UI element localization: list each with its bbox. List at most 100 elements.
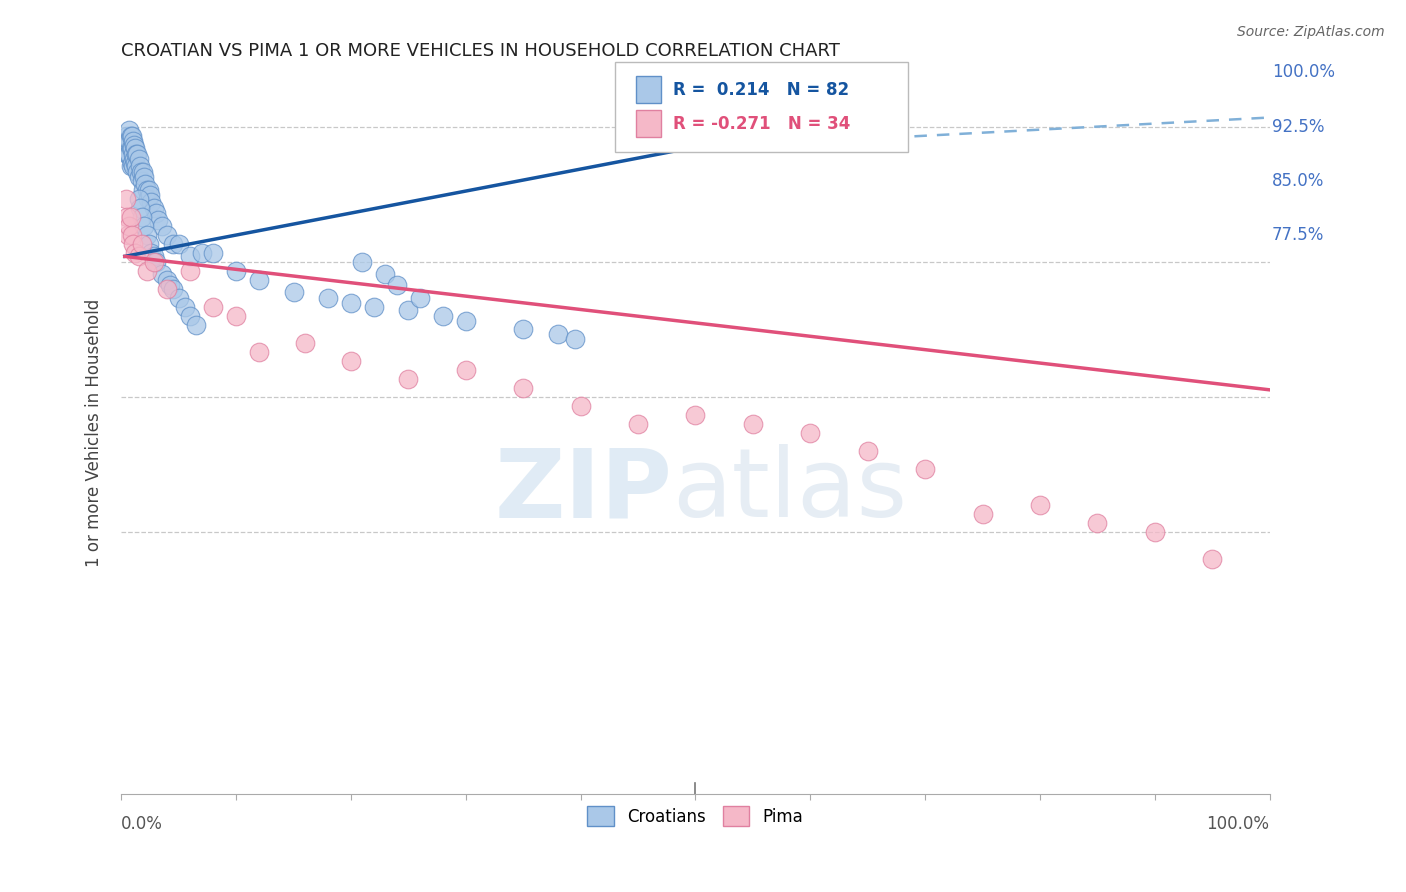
Point xyxy=(121,227,143,242)
Point xyxy=(179,249,201,263)
Point xyxy=(121,128,143,143)
Text: 77.5%: 77.5% xyxy=(1272,226,1324,244)
Point xyxy=(1143,525,1166,540)
Point xyxy=(121,134,143,148)
Point xyxy=(225,309,247,323)
Point xyxy=(173,300,195,314)
Text: R =  0.214   N = 82: R = 0.214 N = 82 xyxy=(672,81,849,99)
Point xyxy=(128,169,150,184)
Point xyxy=(115,210,138,224)
Point xyxy=(115,137,138,152)
Text: Source: ZipAtlas.com: Source: ZipAtlas.com xyxy=(1237,25,1385,39)
Point xyxy=(120,159,142,173)
Point xyxy=(142,249,165,263)
Text: atlas: atlas xyxy=(672,444,908,537)
Point xyxy=(225,264,247,278)
Legend: Croatians, Pima: Croatians, Pima xyxy=(581,800,810,832)
Point xyxy=(385,278,408,293)
Point xyxy=(150,219,173,233)
Point xyxy=(142,254,165,268)
Point xyxy=(162,282,184,296)
Point xyxy=(184,318,207,332)
Point xyxy=(124,141,146,155)
Point xyxy=(167,236,190,251)
Point xyxy=(1201,552,1223,566)
Point xyxy=(118,219,141,233)
Point xyxy=(741,417,763,431)
Point xyxy=(122,137,145,152)
Point xyxy=(135,264,157,278)
Point xyxy=(396,372,419,386)
Text: 85.0%: 85.0% xyxy=(1272,171,1324,190)
Point xyxy=(1029,498,1052,512)
Point xyxy=(352,254,374,268)
Point xyxy=(396,303,419,318)
FancyBboxPatch shape xyxy=(636,76,661,103)
Point xyxy=(159,278,181,293)
Point xyxy=(145,206,167,220)
Point xyxy=(569,399,592,413)
Point xyxy=(134,178,156,192)
Point xyxy=(118,146,141,161)
Point xyxy=(132,183,155,197)
Point xyxy=(142,201,165,215)
Point xyxy=(128,201,150,215)
Text: ZIP: ZIP xyxy=(495,444,672,537)
Point xyxy=(156,273,179,287)
Point xyxy=(972,508,994,522)
FancyBboxPatch shape xyxy=(636,110,661,137)
Point xyxy=(131,236,153,251)
Point xyxy=(124,245,146,260)
Point xyxy=(117,146,139,161)
Point xyxy=(512,321,534,335)
Point xyxy=(167,291,190,305)
Point xyxy=(138,236,160,251)
Point xyxy=(202,245,225,260)
Point xyxy=(134,219,156,233)
Point xyxy=(316,291,339,305)
Point xyxy=(121,141,143,155)
Point xyxy=(127,164,149,178)
Point xyxy=(340,354,363,368)
Point xyxy=(856,444,879,458)
Point xyxy=(914,462,936,476)
Point xyxy=(134,169,156,184)
Point xyxy=(115,128,138,143)
Point xyxy=(121,146,143,161)
Point xyxy=(115,146,138,161)
Point xyxy=(128,192,150,206)
Point xyxy=(374,268,396,282)
Text: R = -0.271   N = 34: R = -0.271 N = 34 xyxy=(672,115,849,133)
Point xyxy=(128,249,150,263)
Point xyxy=(512,381,534,395)
Point xyxy=(1085,516,1108,531)
Point xyxy=(115,192,138,206)
Point xyxy=(283,285,305,300)
Point xyxy=(146,213,169,227)
Point xyxy=(127,146,149,161)
Point xyxy=(150,268,173,282)
Point xyxy=(132,164,155,178)
FancyBboxPatch shape xyxy=(614,62,908,152)
Text: 100.0%: 100.0% xyxy=(1272,63,1334,81)
Point xyxy=(156,227,179,242)
Point xyxy=(128,152,150,166)
Point xyxy=(340,296,363,310)
Point xyxy=(139,188,162,202)
Y-axis label: 1 or more Vehicles in Household: 1 or more Vehicles in Household xyxy=(86,299,103,567)
Text: 0.0%: 0.0% xyxy=(121,815,163,833)
Point xyxy=(363,300,385,314)
Point xyxy=(136,192,159,206)
Point xyxy=(135,183,157,197)
Point xyxy=(120,128,142,143)
Point xyxy=(131,210,153,224)
Point xyxy=(138,183,160,197)
Text: 92.5%: 92.5% xyxy=(1272,118,1324,136)
Point xyxy=(117,137,139,152)
Point xyxy=(432,309,454,323)
Point xyxy=(122,152,145,166)
Point xyxy=(454,314,477,328)
Point xyxy=(202,300,225,314)
Point xyxy=(120,210,142,224)
Point xyxy=(141,195,163,210)
